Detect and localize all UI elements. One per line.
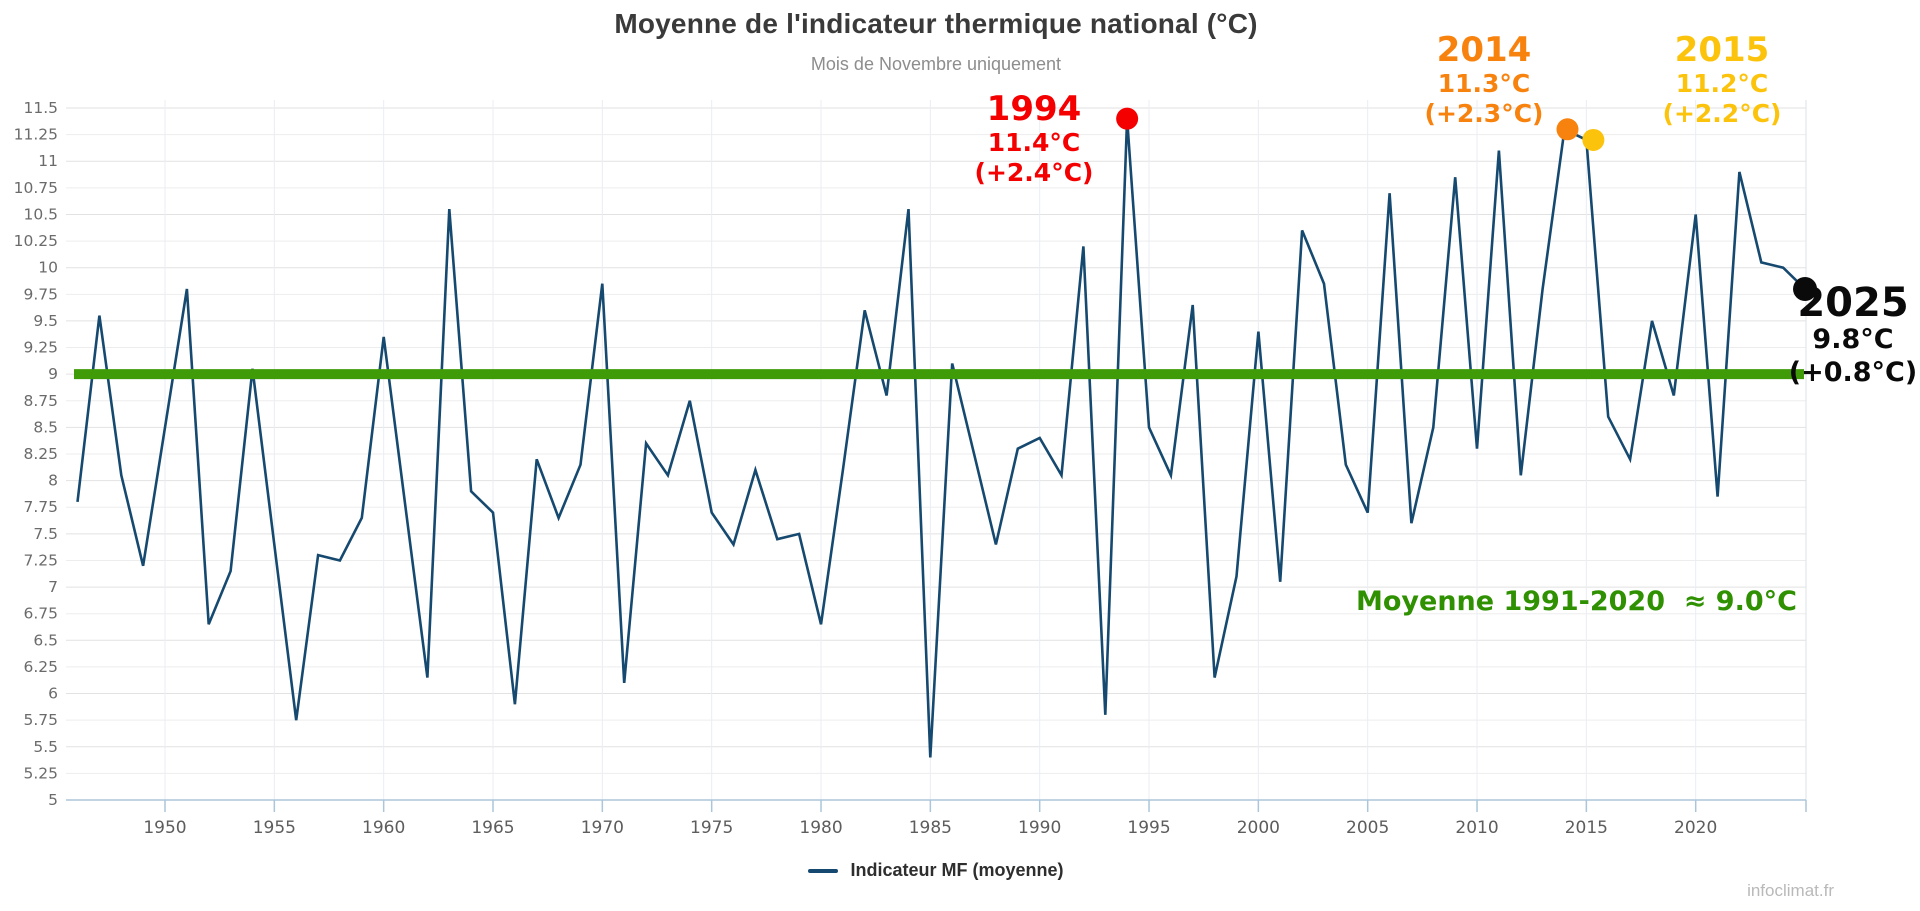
annotation-2025-value: 9.8°C [1812,324,1894,355]
legend-series-label: Indicateur MF (moyenne) [850,860,1064,880]
data-point-dot-1994 [1116,107,1139,130]
y-axis-tick-label: 10.5 [23,205,58,223]
y-axis-tick-label: 8.25 [23,445,58,463]
x-axis-tick-label: 2005 [1346,818,1389,838]
watermark-infoclimat: infoclimat.fr [1747,881,1834,900]
x-axis-tick-label: 1970 [581,818,624,838]
series-line-indicateur-mf [76,118,1806,758]
x-axis-tick-label: 2010 [1455,818,1498,838]
annotation-2025-anomaly: (+0.8°C) [1788,356,1918,388]
annotation-2014-anomaly: (+2.3°C) [1424,99,1544,129]
x-axis-tick-label: 1980 [799,818,842,838]
x-axis-tick-label: 1975 [690,818,733,838]
legend-line-sample [808,868,839,873]
y-axis-tick-label: 11.5 [23,99,58,117]
y-axis-tick-label: 6.25 [23,658,58,676]
annotation-1994-year: 1994 [986,89,1082,129]
y-axis-tick-label: 8.5 [33,418,58,436]
y-axis-tick-label: 10.25 [14,232,58,250]
y-axis-tick-label: 9 [48,365,58,383]
annotation-2014: 2014 11.3°C (+2.3°C) [1384,30,1584,130]
y-axis-tick-label: 9.25 [23,339,58,357]
x-axis-tick-label: 1985 [909,818,952,838]
y-axis-tick-label: 5.5 [33,738,58,756]
annotation-2015-value: 11.2°C [1675,68,1769,98]
x-axis-tick-label: 2015 [1565,818,1608,838]
annotation-1994-value: 11.4°C [987,127,1081,157]
y-axis-tick-label: 10.75 [14,179,58,197]
y-axis-tick-label: 7.75 [23,498,58,516]
y-axis-tick-label: 5 [48,791,58,809]
annotation-2025-year: 2025 [1797,280,1909,326]
annotation-2014-value: 11.3°C [1437,68,1531,98]
annotation-2014-year: 2014 [1436,30,1532,70]
y-axis-tick-label: 6 [48,685,58,703]
x-axis-tick-label: 2020 [1674,818,1717,838]
page-title: Moyenne de l'indicateur thermique nation… [614,8,1258,39]
y-axis-tick-label: 7.25 [23,551,58,569]
annotation-1994: 1994 11.4°C (+2.4°C) [934,89,1134,189]
y-axis-tick-label: 7.5 [33,525,58,543]
reference-mean-label: Moyenne 1991-2020 ≈ 9.0°C [1356,586,1797,617]
y-axis-tick-label: 11 [38,152,58,170]
y-axis-tick-label: 9.5 [33,312,58,330]
annotation-2015-year: 2015 [1674,30,1770,70]
y-axis-tick-label: 8.75 [23,392,58,410]
x-axis-tick-label: 2000 [1237,818,1280,838]
y-axis-tick-label: 8 [48,472,58,490]
y-axis-tick-label: 7 [48,578,58,596]
chart-legend: Indicateur MF (moyenne) [0,860,1872,881]
x-axis-tick-label: 1995 [1127,818,1170,838]
y-axis-tick-label: 5.25 [23,764,58,782]
data-point-dot-2014 [1556,118,1579,141]
x-axis-tick-label: 1990 [1018,818,1061,838]
x-axis-tick-label: 1950 [143,818,186,838]
x-axis-tick-label: 1955 [253,818,296,838]
chart-subtitle: Mois de Novembre uniquement [810,54,1062,74]
annotation-2015: 2015 11.2°C (+2.2°C) [1622,30,1822,130]
y-axis-tick-label: 6.75 [23,605,58,623]
annotation-1994-anomaly: (+2.4°C) [974,158,1094,188]
annotation-2025: 2025 9.8°C (+0.8°C) [1778,282,1920,390]
y-axis-tick-label: 10 [38,259,58,277]
x-axis-tick-label: 1960 [362,818,405,838]
annotation-2015-anomaly: (+2.2°C) [1662,99,1782,129]
data-point-dot-2025 [1793,276,1818,301]
y-axis-tick-label: 6.5 [33,631,58,649]
y-axis-tick-label: 11.25 [14,126,58,144]
y-axis-tick-label: 9.75 [23,285,58,303]
x-axis-tick-label: 1965 [471,818,514,838]
data-point-dot-2015 [1582,128,1605,151]
y-axis-tick-label: 5.75 [23,711,58,729]
